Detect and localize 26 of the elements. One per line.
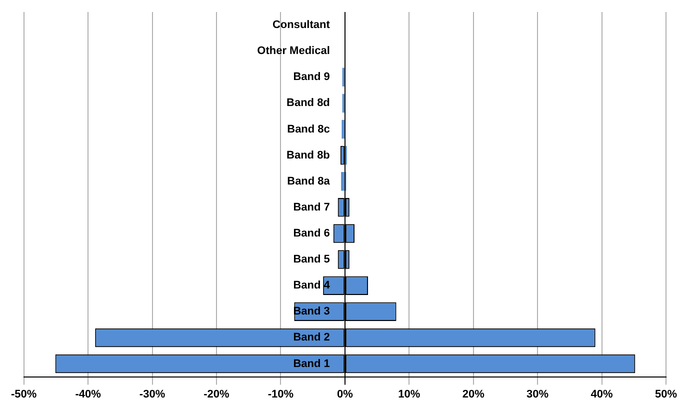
y-tick-label: Band 2 <box>293 332 330 344</box>
x-tick-label: -50% <box>10 388 37 400</box>
y-tick-label: Band 6 <box>293 228 330 240</box>
x-tick-label: -30% <box>139 388 166 400</box>
y-tick-label: Consultant <box>272 19 330 32</box>
x-tick-label: 30% <box>526 388 549 400</box>
y-tick-label: Band 1 <box>293 358 330 370</box>
x-tick-label: -20% <box>204 388 230 400</box>
y-tick-label: Band 7 <box>293 201 330 214</box>
x-tick-label: 0% <box>336 388 354 400</box>
bar <box>342 120 344 139</box>
y-tick-label: Band 9 <box>293 71 330 84</box>
y-tick-label: Band 8d <box>286 97 330 110</box>
x-tick-label: -40% <box>75 388 102 400</box>
x-tick-label: 10% <box>398 388 420 400</box>
y-tick-label: Band 8a <box>287 175 331 188</box>
bar <box>341 172 344 191</box>
y-tick-label: Band 8c <box>287 123 330 136</box>
x-tick-label: 40% <box>590 388 613 400</box>
y-tick-label: Band 5 <box>293 254 330 266</box>
x-tick-label: 20% <box>462 388 485 400</box>
y-tick-label: Band 8b <box>286 149 330 162</box>
y-tick-label: Band 4 <box>293 280 331 292</box>
y-tick-label: Other Medical <box>257 45 330 58</box>
x-tick-label: 50% <box>654 388 678 400</box>
x-tick-label: -10% <box>268 388 294 400</box>
